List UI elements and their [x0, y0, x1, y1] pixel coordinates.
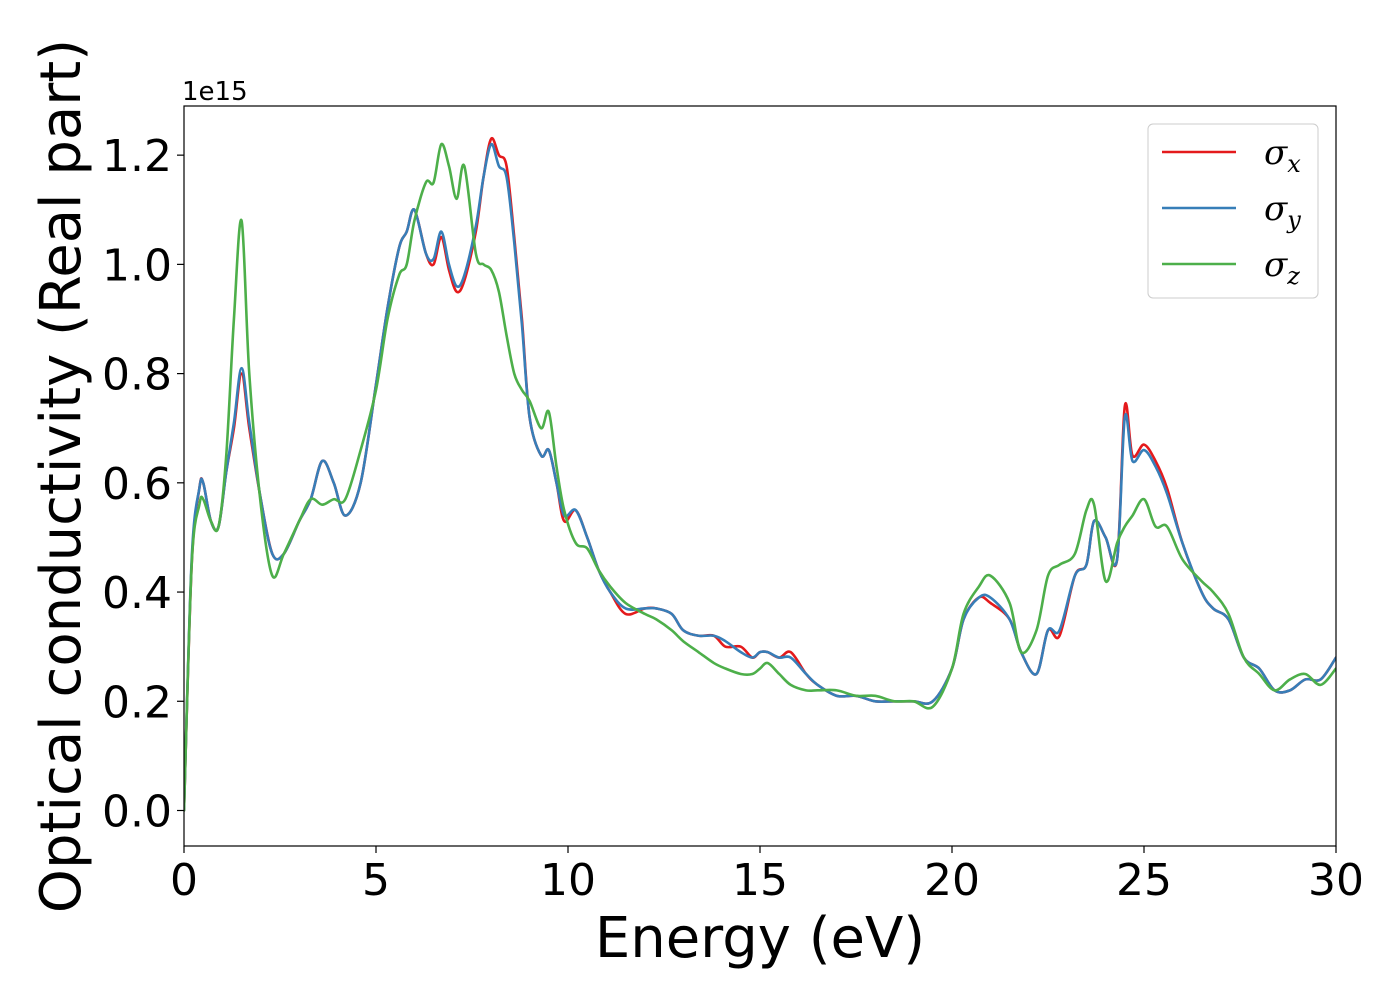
y-axis-label: Optical conductivity (Real part) [29, 39, 94, 913]
y-tick-label: 0.0 [102, 787, 172, 838]
legend: σx σy σz [1147, 123, 1319, 299]
y-tick-label: 0.2 [102, 677, 172, 728]
legend-label-y: σy [1264, 189, 1301, 234]
x-tick-label: 20 [924, 855, 980, 906]
x-axis-ticks: 0 5 10 15 20 25 30 [170, 846, 1364, 906]
series-layer [184, 136, 1336, 812]
series-line-z [184, 142, 1336, 812]
y-offset-label: 1e15 [182, 77, 248, 107]
x-axis-label: Energy (eV) [595, 906, 925, 971]
x-tick-label: 25 [1116, 855, 1172, 906]
series-line-y [184, 142, 1336, 812]
y-tick-label: 0.8 [102, 350, 172, 401]
y-tick-label: 1.2 [102, 131, 172, 182]
legend-label-z: σz [1264, 245, 1300, 290]
x-tick-label: 30 [1308, 855, 1364, 906]
x-tick-label: 15 [732, 855, 788, 906]
y-tick-label: 1.0 [102, 240, 172, 291]
y-axis-ticks: 0.0 0.2 0.4 0.6 0.8 1.0 1.2 [102, 131, 184, 838]
y-tick-label: 0.6 [102, 459, 172, 510]
x-tick-label: 10 [540, 855, 596, 906]
x-tick-label: 0 [170, 855, 198, 906]
legend-label-x: σx [1264, 133, 1301, 178]
y-tick-label: 0.4 [102, 568, 172, 619]
plot-area [183, 105, 1337, 847]
x-tick-label: 5 [362, 855, 390, 906]
legend-box [1147, 123, 1319, 299]
